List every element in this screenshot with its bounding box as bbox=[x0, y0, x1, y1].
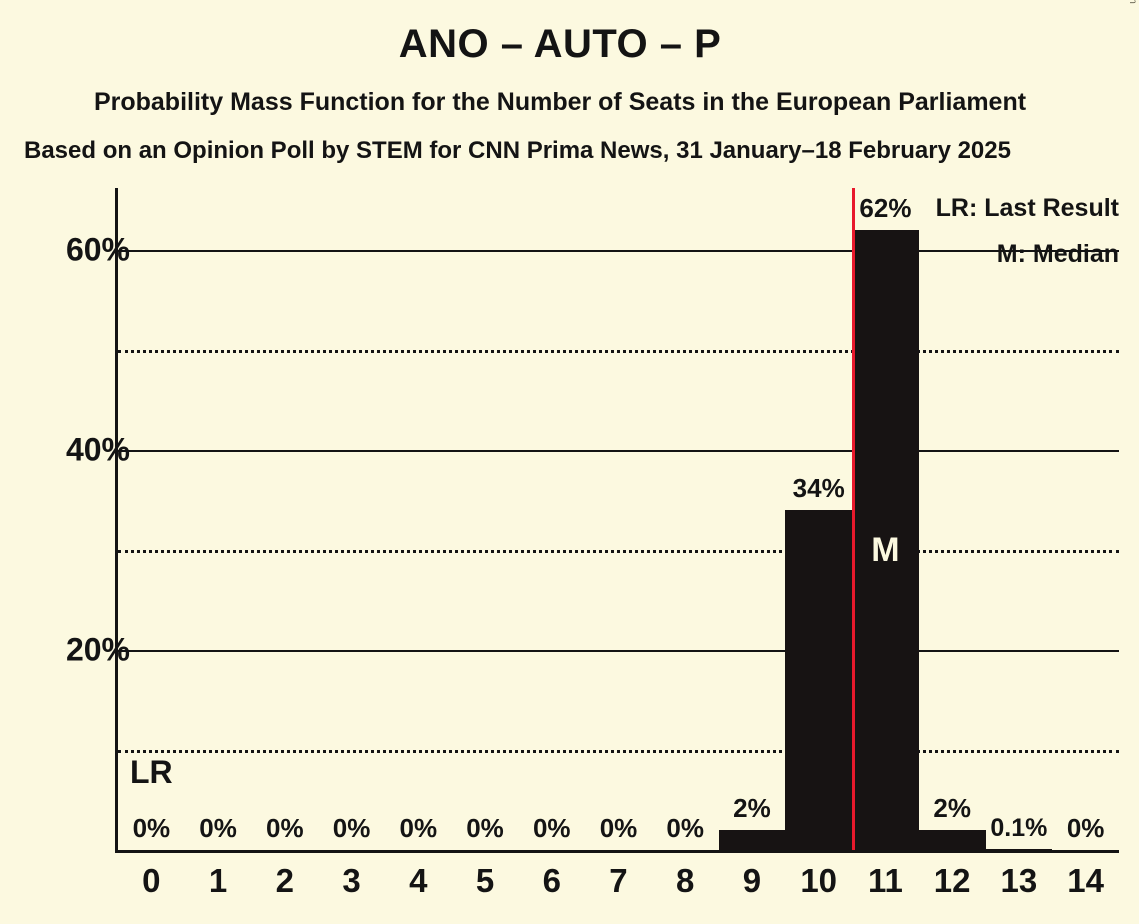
bar-group-seat-9[interactable]: 2% bbox=[718, 188, 786, 850]
bar-group-seat-12[interactable]: 2% bbox=[918, 188, 986, 850]
bar-group-seat-8[interactable]: 0% bbox=[652, 188, 719, 850]
x-tick-label-9: 9 bbox=[742, 862, 762, 899]
bar-group-seat-3[interactable]: 0% bbox=[318, 188, 385, 850]
x-tick-label-6: 6 bbox=[542, 862, 561, 899]
last-result-marker: LR bbox=[130, 754, 173, 790]
bar-group-seat-1[interactable]: 0% bbox=[185, 188, 252, 850]
chart-subtitle: Probability Mass Function for the Number… bbox=[93, 88, 1027, 116]
x-axis-line bbox=[115, 850, 1119, 853]
x-tick-label-1: 1 bbox=[208, 862, 228, 899]
x-tick-label-12: 12 bbox=[933, 862, 971, 899]
bar-group-seat-7[interactable]: 0% bbox=[585, 188, 652, 850]
x-tick-label-0: 0 bbox=[142, 862, 161, 899]
bar-value-label-seat-11: 62% bbox=[859, 193, 912, 223]
bar-value-label-seat-12: 2% bbox=[933, 793, 971, 823]
y-tick-label-60pct: 60% bbox=[65, 231, 130, 268]
bar-group-seat-5[interactable]: 0% bbox=[452, 188, 519, 850]
gridline-major-60 bbox=[118, 250, 1119, 252]
bar-value-label-seat-9: 2% bbox=[733, 793, 771, 823]
bar-value-label-seat-6: 0% bbox=[532, 813, 571, 843]
bar-group-seat-10[interactable]: 34% bbox=[785, 188, 853, 850]
bar-value-label-seat-5: 0% bbox=[466, 813, 504, 843]
bar-group-seat-0[interactable]: 0% bbox=[118, 188, 185, 850]
bar-value-label-seat-3: 0% bbox=[332, 813, 371, 843]
legend-item-median: M: Median bbox=[996, 239, 1119, 268]
x-tick-label-3: 3 bbox=[342, 862, 361, 899]
bar-value-label-seat-2: 0% bbox=[266, 813, 304, 843]
gridline-major-40 bbox=[118, 450, 1119, 452]
bar-seat-13[interactable] bbox=[985, 849, 1053, 850]
bar-value-label-seat-1: 0% bbox=[199, 813, 237, 843]
x-tick-label-10: 10 bbox=[800, 862, 838, 899]
bar-group-seat-4[interactable]: 0% bbox=[385, 188, 452, 850]
bar-group-seat-11[interactable]: 62% M bbox=[852, 188, 919, 850]
y-tick-label-40pct: 40% bbox=[65, 431, 130, 468]
bar-seat-10[interactable] bbox=[785, 510, 853, 850]
median-line bbox=[852, 188, 856, 850]
x-tick-label-7: 7 bbox=[609, 862, 628, 899]
bar-group-seat-6[interactable]: 0% bbox=[518, 188, 585, 850]
bar-value-label-seat-7: 0% bbox=[599, 813, 638, 843]
bar-seat-11[interactable] bbox=[852, 230, 919, 850]
median-marker: M bbox=[871, 531, 900, 569]
gridline-minor-50 bbox=[118, 350, 1119, 353]
bar-value-label-seat-8: 0% bbox=[666, 813, 705, 843]
bar-group-seat-13[interactable]: 0.1% bbox=[985, 188, 1053, 850]
x-tick-label-11: 11 bbox=[867, 862, 903, 899]
bar-value-label-seat-14: 0% bbox=[1066, 813, 1105, 843]
bar-value-label-seat-10: 34% bbox=[792, 473, 845, 503]
chart-source-note: Based on an Opinion Poll by STEM for CNN… bbox=[24, 137, 1011, 164]
chart-legend: LR: Last Result M: Median bbox=[936, 186, 1119, 277]
plot-area: 0% 0% 0% 0% 0% 0% 0% 0% 0% 2% 34% 62% M 2% 0.1% 0% LR bbox=[115, 188, 1119, 853]
bar-seat-12[interactable] bbox=[918, 830, 986, 850]
y-tick-label-20pct: 20% bbox=[65, 631, 130, 668]
bar-seat-9[interactable] bbox=[718, 830, 786, 850]
x-tick-label-14: 14 bbox=[1067, 862, 1104, 899]
bar-value-label-seat-0: 0% bbox=[132, 813, 171, 843]
x-tick-label-13: 13 bbox=[1000, 862, 1038, 899]
gridline-minor-10 bbox=[118, 750, 1119, 753]
page-title: ANO – AUTO – P bbox=[398, 22, 722, 66]
legend-item-last-result: LR: Last Result bbox=[935, 194, 1119, 222]
copyright-notice: © 2025 Filip van Laenen bbox=[1127, 0, 1138, 4]
x-tick-label-2: 2 bbox=[275, 862, 294, 899]
bar-group-seat-14[interactable]: 0% bbox=[1052, 188, 1119, 850]
x-tick-label-4: 4 bbox=[409, 862, 428, 899]
bar-value-label-seat-13: 0.1% bbox=[990, 814, 1048, 842]
y-axis-line bbox=[115, 188, 118, 850]
x-tick-label-8: 8 bbox=[676, 862, 695, 899]
gridline-major-20 bbox=[118, 650, 1119, 652]
bar-value-label-seat-4: 0% bbox=[399, 813, 438, 843]
x-tick-label-5: 5 bbox=[475, 862, 495, 899]
gridline-minor-30 bbox=[118, 550, 1119, 553]
bar-group-seat-2[interactable]: 0% bbox=[251, 188, 318, 850]
